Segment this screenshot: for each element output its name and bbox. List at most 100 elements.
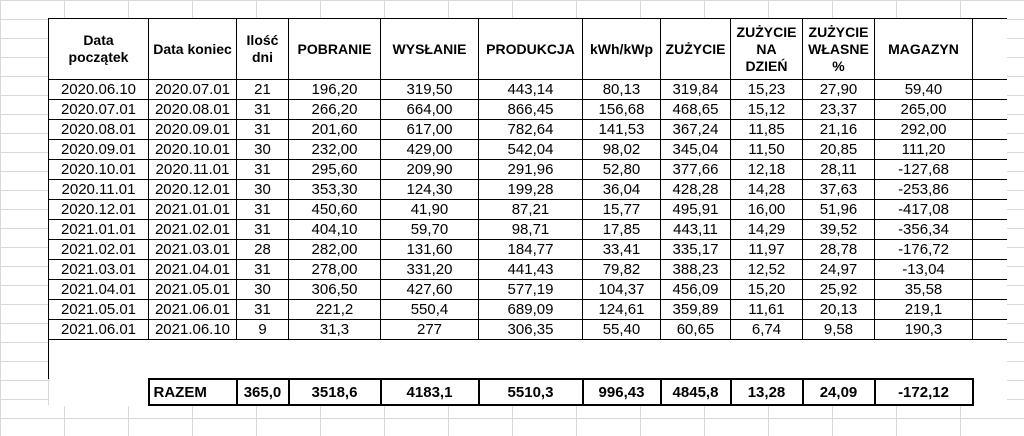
- table-cell[interactable]: 11,61: [730, 299, 803, 320]
- table-cell[interactable]: 468,65: [660, 99, 731, 120]
- empty-cell[interactable]: [48, 339, 149, 359]
- table-cell[interactable]: 60,65: [660, 319, 731, 340]
- table-cell[interactable]: 9: [236, 319, 289, 340]
- empty-cell[interactable]: [972, 279, 1007, 300]
- table-cell[interactable]: 31: [236, 299, 289, 320]
- table-cell[interactable]: 156,68: [582, 99, 661, 120]
- table-cell[interactable]: 292,00: [874, 119, 973, 140]
- empty-cell[interactable]: [479, 359, 583, 379]
- table-cell[interactable]: 31: [236, 159, 289, 180]
- table-cell[interactable]: 2020.12.01: [48, 199, 149, 220]
- table-cell[interactable]: 2020.08.01: [148, 99, 237, 120]
- table-cell[interactable]: 2021.01.01: [148, 199, 237, 220]
- table-cell[interactable]: 265,00: [874, 99, 973, 120]
- empty-cell[interactable]: [972, 239, 1007, 260]
- column-header[interactable]: Data koniec: [148, 18, 237, 80]
- table-cell[interactable]: 782,64: [478, 119, 583, 140]
- empty-cell[interactable]: [289, 340, 381, 360]
- table-cell[interactable]: 617,00: [380, 119, 479, 140]
- column-header[interactable]: ZUŻYCIE WŁASNE %: [802, 18, 875, 80]
- table-cell[interactable]: 55,40: [582, 319, 661, 340]
- table-cell[interactable]: 31: [236, 99, 289, 120]
- empty-header-cell[interactable]: [972, 18, 1007, 80]
- table-cell[interactable]: 2020.09.01: [148, 119, 237, 140]
- table-cell[interactable]: -127,68: [874, 159, 973, 180]
- table-cell[interactable]: 124,30: [380, 179, 479, 200]
- table-cell[interactable]: 2020.06.10: [48, 79, 149, 100]
- empty-cell[interactable]: [972, 179, 1007, 200]
- empty-cell[interactable]: [972, 299, 1007, 320]
- table-cell[interactable]: 429,00: [380, 139, 479, 160]
- empty-cell[interactable]: [803, 359, 875, 379]
- table-cell[interactable]: 2020.11.01: [48, 179, 149, 200]
- table-cell[interactable]: 295,60: [288, 159, 381, 180]
- table-cell[interactable]: 441,43: [478, 259, 583, 280]
- table-cell[interactable]: 443,14: [478, 79, 583, 100]
- table-cell[interactable]: 33,41: [582, 239, 661, 260]
- total-cell[interactable]: 4183,1: [379, 378, 480, 406]
- table-cell[interactable]: 30: [236, 179, 289, 200]
- table-cell[interactable]: 542,04: [478, 139, 583, 160]
- table-cell[interactable]: 35,58: [874, 279, 973, 300]
- column-header[interactable]: ZUŻYCIE NA DZIEŃ: [730, 18, 803, 80]
- table-cell[interactable]: 184,77: [478, 239, 583, 260]
- empty-cell[interactable]: [972, 379, 1007, 405]
- empty-cell[interactable]: [583, 359, 661, 379]
- empty-cell[interactable]: [48, 359, 149, 379]
- table-cell[interactable]: 124,61: [582, 299, 661, 320]
- empty-cell[interactable]: [731, 359, 803, 379]
- table-cell[interactable]: 450,60: [288, 199, 381, 220]
- table-cell[interactable]: 31: [236, 259, 289, 280]
- table-cell[interactable]: 2021.06.10: [148, 319, 237, 340]
- table-cell[interactable]: 427,60: [380, 279, 479, 300]
- table-cell[interactable]: 353,30: [288, 179, 381, 200]
- table-cell[interactable]: 331,20: [380, 259, 479, 280]
- table-cell[interactable]: 2020.11.01: [148, 159, 237, 180]
- total-cell[interactable]: 24,09: [801, 378, 876, 406]
- empty-cell[interactable]: [875, 340, 973, 360]
- table-cell[interactable]: 2021.04.01: [48, 279, 149, 300]
- table-cell[interactable]: 443,11: [660, 219, 731, 240]
- table-cell[interactable]: 664,00: [380, 99, 479, 120]
- table-cell[interactable]: 345,04: [660, 139, 731, 160]
- table-cell[interactable]: 278,00: [288, 259, 381, 280]
- table-cell[interactable]: 9,58: [802, 319, 875, 340]
- table-cell[interactable]: 2021.03.01: [148, 239, 237, 260]
- table-cell[interactable]: 52,80: [582, 159, 661, 180]
- total-cell[interactable]: 365,0: [235, 378, 290, 406]
- table-cell[interactable]: 20,13: [802, 299, 875, 320]
- table-cell[interactable]: 2021.06.01: [48, 319, 149, 340]
- table-cell[interactable]: 12,18: [730, 159, 803, 180]
- empty-cell[interactable]: [972, 319, 1007, 340]
- table-cell[interactable]: 266,20: [288, 99, 381, 120]
- column-header[interactable]: PRODUKCJA: [478, 18, 583, 80]
- column-header[interactable]: POBRANIE: [288, 18, 381, 80]
- empty-cell[interactable]: [381, 359, 479, 379]
- table-cell[interactable]: 111,20: [874, 139, 973, 160]
- empty-cell[interactable]: [149, 359, 237, 379]
- table-cell[interactable]: 219,1: [874, 299, 973, 320]
- table-cell[interactable]: 209,90: [380, 159, 479, 180]
- empty-cell[interactable]: [149, 340, 237, 360]
- table-cell[interactable]: 31,3: [288, 319, 381, 340]
- empty-cell[interactable]: [381, 340, 479, 360]
- table-cell[interactable]: 335,17: [660, 239, 731, 260]
- empty-cell[interactable]: [237, 359, 289, 379]
- table-cell[interactable]: 6,74: [730, 319, 803, 340]
- table-cell[interactable]: 367,24: [660, 119, 731, 140]
- table-cell[interactable]: 319,50: [380, 79, 479, 100]
- table-cell[interactable]: 11,50: [730, 139, 803, 160]
- table-cell[interactable]: 79,82: [582, 259, 661, 280]
- empty-cell[interactable]: [237, 340, 289, 360]
- table-cell[interactable]: 16,00: [730, 199, 803, 220]
- table-cell[interactable]: 41,90: [380, 199, 479, 220]
- column-header[interactable]: Data początek: [48, 18, 149, 80]
- table-cell[interactable]: 20,85: [802, 139, 875, 160]
- table-cell[interactable]: 31: [236, 199, 289, 220]
- table-cell[interactable]: 359,89: [660, 299, 731, 320]
- table-cell[interactable]: 277: [380, 319, 479, 340]
- table-cell[interactable]: 2021.01.01: [48, 219, 149, 240]
- column-header[interactable]: ZUŻYCIE: [660, 18, 731, 80]
- table-cell[interactable]: 30: [236, 139, 289, 160]
- table-cell[interactable]: 12,52: [730, 259, 803, 280]
